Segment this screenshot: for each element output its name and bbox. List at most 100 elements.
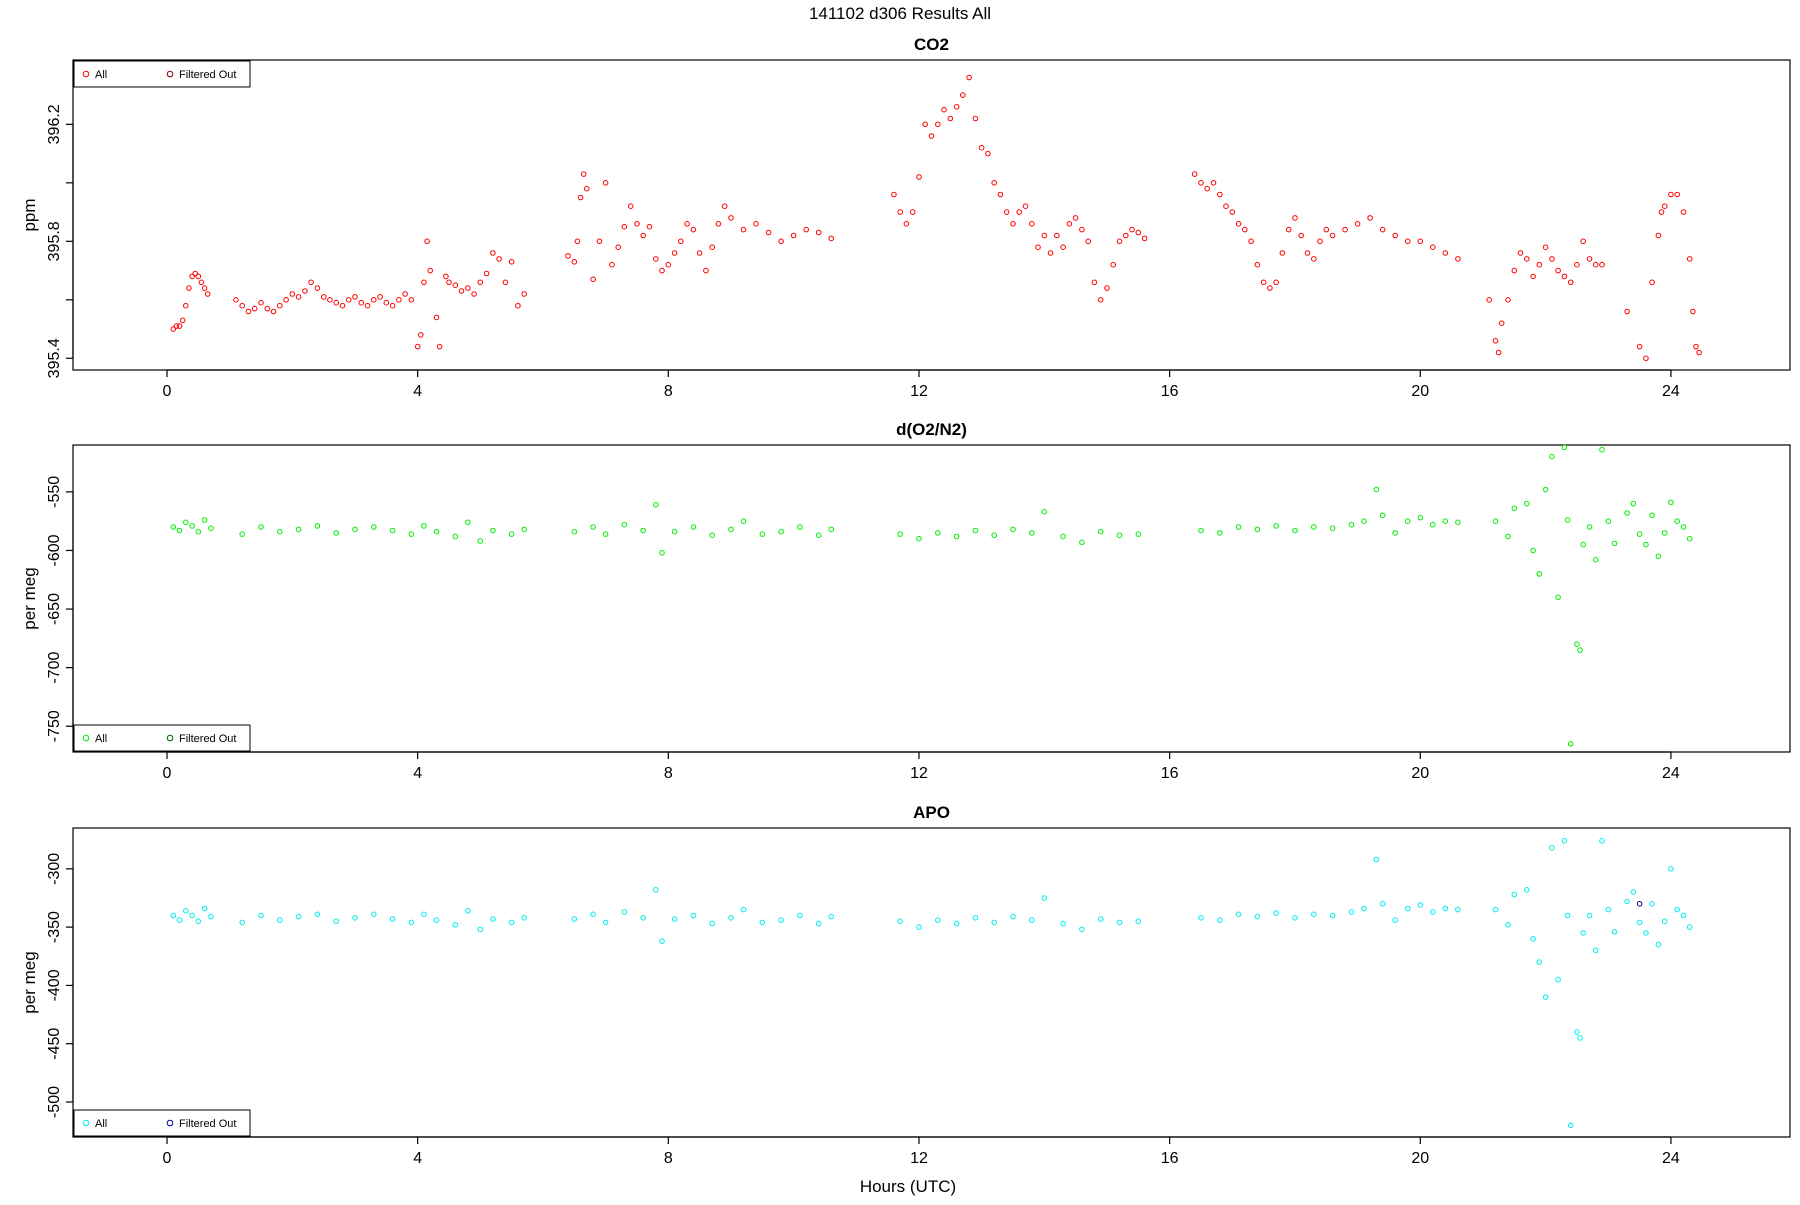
apo-all-point-91 (1599, 838, 1605, 844)
apo-x-tick-label-20: 20 (1411, 1150, 1429, 1167)
o2n2-all-point-83 (1561, 444, 1568, 451)
co2-all-point-177 (1505, 297, 1511, 303)
apo-all-point-11 (314, 911, 321, 918)
co2-all-point-101 (903, 221, 910, 227)
o2n2-all-point-2 (183, 519, 189, 526)
o2n2-x-tick-label-16: 16 (1161, 765, 1179, 782)
co2-all-point-16 (258, 299, 264, 306)
apo-all-point-80 (1542, 994, 1549, 1000)
apo-all-point-68 (1392, 917, 1398, 923)
co2-all-point-61 (521, 291, 528, 297)
co2-all-point-111 (966, 74, 972, 81)
apo-all-point-88 (1580, 930, 1586, 936)
co2-all-point-127 (1066, 221, 1073, 227)
apo-all-point-53 (1097, 916, 1104, 922)
co2-all-point-157 (1298, 232, 1304, 239)
co2-all-point-46 (433, 314, 440, 321)
apo-all-point-93 (1611, 929, 1618, 935)
apo-all-point-27 (602, 919, 609, 926)
apo-all-point-30 (653, 887, 659, 893)
co2-all-point-86 (703, 267, 709, 274)
o2n2-all-point-80 (1542, 486, 1549, 493)
apo-all-point-66 (1373, 856, 1380, 863)
o2n2-all-point-57 (1217, 530, 1223, 536)
co2-all-point-116 (997, 191, 1004, 198)
apo-all-point-96 (1636, 919, 1643, 926)
apo-all-point-103 (1680, 912, 1687, 919)
o2n2-all-point-4 (195, 528, 202, 535)
co2-all-point-56 (490, 250, 496, 256)
co2-all-point-140 (1191, 171, 1198, 177)
co2-all-point-30 (345, 297, 352, 303)
o2n2-legend: All Filtered Out (73, 724, 251, 752)
co2-all-point-12 (233, 297, 239, 303)
co2-all-point-33 (364, 302, 371, 309)
co2-all-point-192 (1599, 261, 1605, 268)
co2-all-point-169 (1417, 238, 1424, 245)
o2n2-all-point-104 (1686, 535, 1693, 542)
o2n2-all-point-73 (1455, 519, 1461, 526)
apo-all-point-33 (690, 912, 697, 919)
co2-plot-frame (72, 59, 1791, 371)
co2-all-point-68 (590, 276, 596, 283)
o2n2-all-point-1 (176, 527, 183, 534)
apo-all-point-71 (1430, 909, 1436, 915)
o2n2-all-point-66 (1373, 486, 1380, 493)
o2n2-all-point-85 (1567, 741, 1574, 747)
apo-all-point-31 (659, 938, 665, 944)
co2-all-point-162 (1329, 232, 1336, 239)
co2-all-point-160 (1317, 238, 1323, 245)
o2n2-all-point-82 (1555, 594, 1561, 601)
o2n2-x-tick-label-8: 8 (664, 765, 673, 782)
co2-all-point-17 (264, 305, 271, 312)
o2n2-all-point-58 (1235, 524, 1242, 530)
panel-o2n2: d(O2/N2) per meg 0 4 8 12 16 20 24 -750 -700 -650 -6… (20, 420, 1791, 782)
apo-all-point-5 (201, 905, 208, 912)
co2-all-point-44 (424, 238, 430, 245)
co2-all-point-154 (1279, 250, 1286, 256)
o2n2-legend-marker-filtered-out (166, 734, 174, 742)
apo-all-point-94 (1624, 898, 1630, 905)
apo-all-point-58 (1235, 911, 1242, 918)
co2-all-point-121 (1029, 221, 1035, 227)
o2n2-series-all (170, 444, 1693, 747)
co2-legend-marker-filtered-out (166, 70, 174, 78)
co2-all-point-134 (1110, 261, 1116, 268)
co2-all-point-92 (753, 221, 759, 227)
o2n2-all-point-100 (1661, 530, 1668, 536)
o2n2-all-point-22 (490, 527, 496, 534)
co2-all-point-53 (471, 291, 477, 297)
co2-x-tick-label-4: 4 (413, 383, 422, 400)
co2-legend-label-filtered-out: Filtered Out (179, 69, 236, 81)
co2-all-point-85 (696, 250, 703, 256)
o2n2-all-point-54 (1116, 532, 1123, 539)
apo-all-point-95 (1630, 889, 1637, 895)
o2n2-all-point-65 (1361, 518, 1367, 525)
co2-y-tick-label-4: 396.2 (46, 104, 63, 144)
co2-all-point-51 (458, 288, 465, 294)
co2-all-point-72 (615, 244, 622, 250)
apo-all-point-100 (1661, 918, 1668, 925)
apo-all-point-40 (815, 920, 822, 927)
co2-all-point-1 (173, 323, 180, 329)
o2n2-all-point-28 (621, 521, 628, 528)
co2-all-point-109 (953, 104, 960, 110)
apo-all-point-75 (1505, 922, 1511, 928)
co2-all-point-176 (1498, 320, 1505, 327)
co2-all-point-183 (1542, 244, 1549, 250)
apo-all-point-82 (1555, 976, 1561, 983)
apo-all-point-44 (935, 917, 941, 923)
apo-all-point-85 (1567, 1122, 1574, 1129)
o2n2-all-point-32 (671, 528, 678, 535)
co2-all-point-0 (170, 326, 177, 332)
o2n2-all-point-21 (477, 538, 484, 544)
o2n2-legend-label-filtered-out: Filtered Out (179, 733, 236, 745)
co2-all-point-47 (436, 343, 443, 350)
apo-all-point-6 (208, 913, 214, 920)
co2-all-point-108 (947, 115, 954, 122)
co2-all-point-178 (1511, 267, 1518, 274)
co2-all-point-129 (1079, 226, 1085, 233)
o2n2-all-point-25 (571, 528, 578, 535)
apo-all-point-78 (1530, 936, 1536, 942)
co2-all-point-40 (408, 297, 415, 303)
